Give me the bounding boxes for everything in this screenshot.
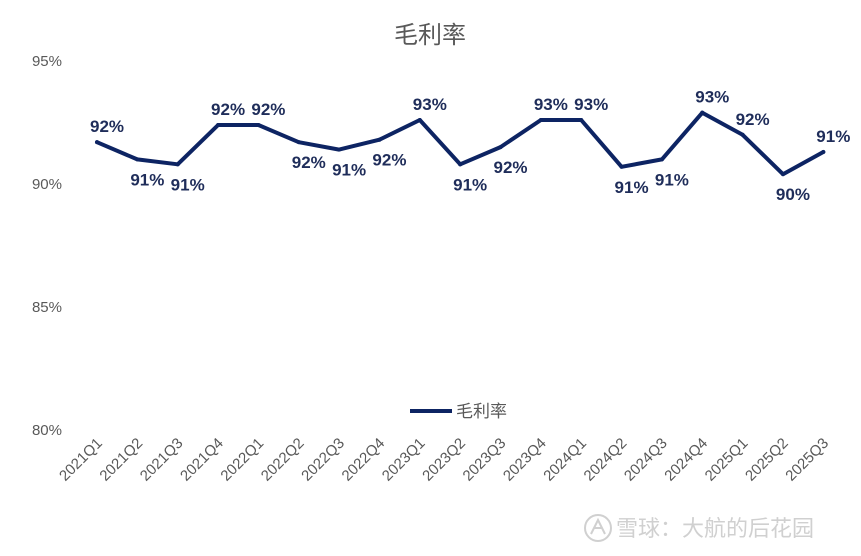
- watermark: 雪球：大航的后花园: [584, 514, 814, 542]
- data-label: 91%: [171, 175, 205, 194]
- x-tick-label: 2023Q2: [419, 435, 469, 485]
- x-tick-label: 2021Q1: [56, 435, 106, 485]
- data-point: [821, 150, 826, 155]
- x-tick-label: 2025Q2: [742, 435, 792, 485]
- data-label: 91%: [816, 127, 850, 146]
- data-label: 93%: [534, 95, 568, 114]
- data-label: 93%: [413, 95, 447, 114]
- x-tick-label: 2024Q4: [661, 435, 711, 485]
- data-point: [417, 118, 422, 123]
- xueqiu-logo-icon: [584, 514, 612, 542]
- data-point: [619, 164, 624, 169]
- data-label: 91%: [655, 170, 689, 189]
- data-point: [377, 137, 382, 142]
- x-tick-label: 2022Q1: [217, 435, 267, 485]
- data-label: 91%: [332, 161, 366, 180]
- data-point: [458, 162, 463, 167]
- data-label: 92%: [493, 158, 527, 177]
- data-label: 92%: [251, 100, 285, 119]
- x-tick-label: 2024Q1: [540, 435, 590, 485]
- x-tick-label: 2022Q3: [298, 435, 348, 485]
- x-tick-label: 2023Q4: [500, 435, 550, 485]
- y-tick-label: 90%: [32, 176, 62, 193]
- x-tick-label: 2023Q1: [379, 435, 429, 485]
- data-label: 92%: [211, 100, 245, 119]
- data-label: 92%: [736, 110, 770, 129]
- data-label: 92%: [292, 153, 326, 172]
- x-tick-label: 2023Q3: [460, 435, 510, 485]
- data-label: 92%: [90, 117, 124, 136]
- data-label: 92%: [372, 151, 406, 170]
- data-point: [256, 122, 261, 127]
- data-label: 91%: [130, 170, 164, 189]
- data-point: [498, 145, 503, 150]
- data-point: [135, 157, 140, 162]
- data-point: [659, 157, 664, 162]
- data-point: [296, 140, 301, 145]
- data-labels: 92% 91% 91% 92% 92% 92% 91% 92% 93% 91% 92% 93% 93% 9…: [90, 88, 850, 205]
- x-tick-label: 2025Q1: [702, 435, 752, 485]
- watermark-text: 雪球：大航的后花园: [616, 517, 814, 542]
- x-tick-label: 2022Q2: [258, 435, 308, 485]
- x-tick-label: 2024Q3: [621, 435, 671, 485]
- data-point: [538, 118, 543, 123]
- x-tick-label: 2021Q3: [137, 435, 187, 485]
- data-point: [780, 172, 785, 177]
- y-tick-label: 95%: [32, 53, 62, 70]
- x-tick-label: 2021Q4: [177, 435, 227, 485]
- data-label: 91%: [615, 178, 649, 197]
- x-tick-label: 2021Q2: [96, 435, 146, 485]
- y-tick-label: 80%: [32, 422, 62, 439]
- data-label: 90%: [776, 185, 810, 204]
- chart-title: 毛利率: [394, 21, 466, 49]
- x-tick-label: 2024Q2: [581, 435, 631, 485]
- data-label: 93%: [574, 95, 608, 114]
- x-tick-label: 2022Q4: [339, 435, 389, 485]
- legend: 毛利率: [410, 402, 507, 422]
- data-label: 91%: [453, 175, 487, 194]
- y-tick-label: 85%: [32, 299, 62, 316]
- x-tick-label: 2025Q3: [782, 435, 832, 485]
- data-point: [579, 118, 584, 123]
- data-label: 93%: [695, 88, 729, 107]
- legend-label: 毛利率: [456, 402, 507, 422]
- data-point: [216, 122, 221, 127]
- y-axis: 80% 85% 90% 95%: [32, 53, 62, 439]
- data-point: [337, 147, 342, 152]
- data-point: [740, 132, 745, 137]
- x-axis: 2021Q12021Q22021Q32021Q42022Q12022Q22022…: [56, 435, 832, 485]
- data-point: [175, 162, 180, 167]
- series-group: [95, 110, 826, 177]
- data-point: [95, 140, 99, 145]
- data-point: [700, 110, 705, 115]
